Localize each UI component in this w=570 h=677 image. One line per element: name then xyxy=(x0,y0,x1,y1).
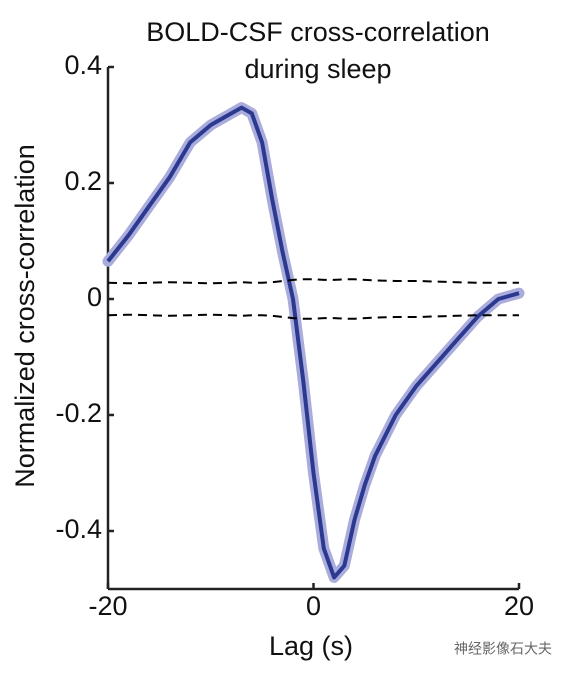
y-axis-label: Normalized cross-correlation xyxy=(10,144,40,488)
y-tick-label: 0.2 xyxy=(64,166,102,196)
y-tick-label: -0.2 xyxy=(55,398,102,428)
watermark: 神经影像石大夫 xyxy=(454,641,552,657)
y-tick-label: 0.4 xyxy=(64,50,102,80)
x-tick-label: 0 xyxy=(306,591,321,621)
x-axis-label: Lag (s) xyxy=(269,631,353,661)
chart-title: during sleep xyxy=(244,54,391,84)
x-tick-label: 20 xyxy=(504,591,534,621)
y-tick-label: 0 xyxy=(87,282,102,312)
y-tick-label: -0.4 xyxy=(55,514,102,544)
x-tick-label: -20 xyxy=(88,591,127,621)
chart-title: BOLD-CSF cross-correlation xyxy=(146,17,490,47)
line xyxy=(106,105,520,580)
threshold-line xyxy=(107,278,519,285)
threshold-line xyxy=(107,313,519,320)
